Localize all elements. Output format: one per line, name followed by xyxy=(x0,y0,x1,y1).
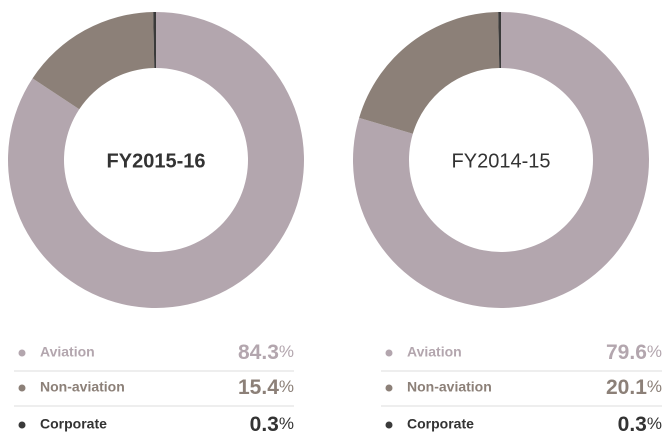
legend-label: Non-aviation xyxy=(40,379,125,395)
legend-dot xyxy=(385,384,393,392)
legend-value: 20.1% xyxy=(606,376,662,399)
legend-value: 0.3% xyxy=(250,413,294,436)
value-number: 20.1 xyxy=(606,376,647,399)
chart-title: FY2014-15 xyxy=(452,150,551,172)
legend-label: Aviation xyxy=(40,344,95,360)
donut-slice xyxy=(153,12,156,69)
legend-dot xyxy=(18,421,26,429)
legend-dot xyxy=(18,384,26,392)
legend-value: 79.6% xyxy=(606,341,662,364)
value-unit: % xyxy=(279,342,294,361)
donut-slice xyxy=(359,12,500,134)
legend-dot xyxy=(385,349,393,357)
legend-value: 84.3% xyxy=(238,341,294,364)
legend-dot xyxy=(18,349,26,357)
chart-title: FY2015-16 xyxy=(107,150,206,172)
value-unit: % xyxy=(279,377,294,396)
donut-slice xyxy=(32,12,155,110)
legend-label: Corporate xyxy=(407,416,474,432)
value-number: 79.6 xyxy=(606,341,647,364)
value-number: 0.3 xyxy=(250,413,279,436)
value-number: 0.3 xyxy=(618,413,647,436)
legend-value: 15.4% xyxy=(238,376,294,399)
donut-slice xyxy=(8,12,304,308)
value-unit: % xyxy=(647,342,662,361)
donut-slice xyxy=(352,12,649,309)
donut-chart: FY2014-15 Aviation 79.6% Non-aviation 20.1% C… xyxy=(352,12,662,436)
legend-label: Aviation xyxy=(407,344,462,360)
value-number: 84.3 xyxy=(238,341,279,364)
value-number: 15.4 xyxy=(238,376,279,399)
legend-value: 0.3% xyxy=(618,413,662,436)
donut-chart: FY2015-16 Aviation 84.3% Non-aviation 15.4% C… xyxy=(8,12,304,436)
legend-label: Non-aviation xyxy=(407,379,492,395)
legend-dot xyxy=(385,421,393,429)
value-unit: % xyxy=(647,414,662,433)
donut-slice xyxy=(498,12,501,69)
value-unit: % xyxy=(279,414,294,433)
legend-label: Corporate xyxy=(40,416,107,432)
value-unit: % xyxy=(647,377,662,396)
